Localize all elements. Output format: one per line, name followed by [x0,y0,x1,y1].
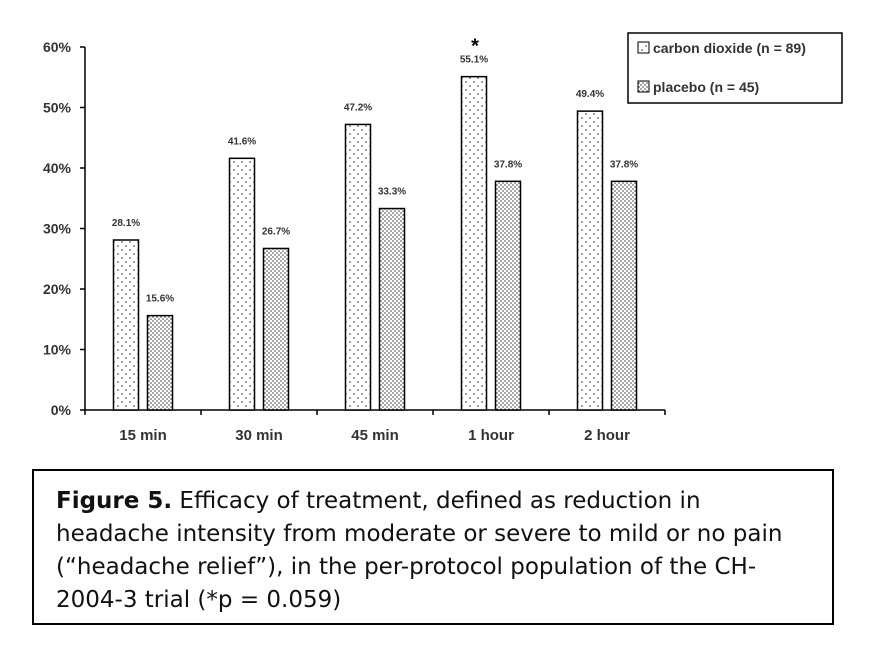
y-tick-label: 50% [43,100,72,116]
x-tick-label: 2 hour [584,427,630,444]
x-tick-label: 15 min [119,427,167,444]
figure-caption: Figure 5. Efficacy of treatment, defined… [32,469,834,625]
bar-placebo-15-min [146,314,174,411]
legend-label-carbon-dioxide: carbon dioxide (n = 89) [653,40,806,56]
bar-carbon-dioxide-15-min [112,239,140,411]
data-label: 37.8% [494,159,522,170]
bar-carbon-dioxide-2-hour [576,110,604,411]
legend-box [627,32,843,104]
data-label: 49.4% [576,89,604,100]
bar-placebo-1-hour [494,180,522,411]
legend-swatch-placebo [637,80,650,93]
legend: carbon dioxide (n = 89) placebo (n = 45) [627,32,843,104]
bar-placebo-2-hour [610,180,638,411]
data-label: 55.1% [460,55,488,66]
data-label: 41.6% [228,136,256,147]
y-tick-label: 30% [43,221,72,237]
x-tick-label: 45 min [351,427,399,444]
data-label: 33.3% [378,187,406,198]
bar-carbon-dioxide-1-hour [460,75,488,411]
data-label: 47.2% [344,102,372,113]
bar-carbon-dioxide-45-min [344,123,372,411]
y-tick-label: 40% [43,160,72,176]
data-label: 15.6% [146,294,174,305]
bar-chart: 0% 10% 20% 30% 40% 50% 60% 15 min 28.1% 15.6% 30 m… [43,32,843,444]
legend-swatch-carbon-dioxide [637,41,650,54]
caption-text: Efficacy of treatment, defined as reduct… [56,488,783,613]
plot-area: 0% 10% 20% 30% 40% 50% 60% 15 min 28.1% 15.6% 30 m… [43,36,666,444]
y-tick-label: 10% [43,342,72,358]
significance-star-annotation: * [471,36,479,58]
x-tick-label: 1 hour [468,427,514,444]
legend-label-placebo: placebo (n = 45) [653,79,759,95]
bar-carbon-dioxide-30-min [228,157,256,411]
data-label: 28.1% [112,218,140,229]
y-tick-label: 60% [43,39,72,55]
y-tick-label: 20% [43,281,72,297]
x-tick-label: 30 min [235,427,283,444]
data-label: 37.8% [610,159,638,170]
bar-placebo-45-min [378,207,406,411]
data-label: 26.7% [262,226,290,237]
bar-placebo-30-min [262,247,290,411]
y-tick-label: 0% [51,402,72,418]
caption-figure-number: Figure 5. [56,488,173,514]
